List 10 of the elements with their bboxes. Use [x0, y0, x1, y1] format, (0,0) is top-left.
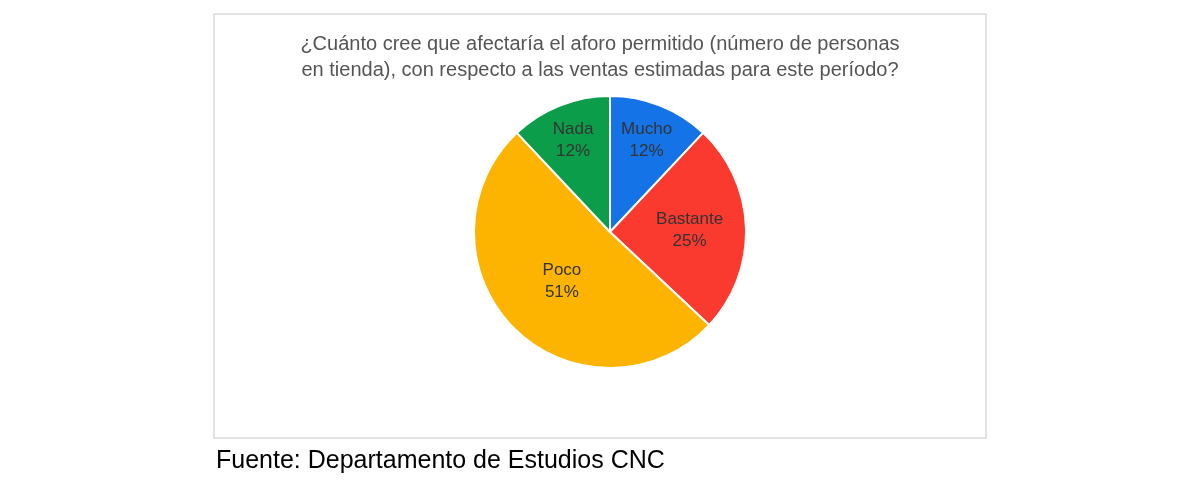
data-label: 51%: [544, 281, 579, 301]
slice-label: Bastante: [656, 208, 724, 228]
chart-title: ¿Cuánto cree que afectaría el aforo permitido (número de personas en tienda), con respecto a las ventas estimadas para este período?: [300, 32, 900, 80]
slice-label: Nada: [552, 119, 594, 139]
slice-label: Mucho: [621, 119, 673, 139]
slice-label: Poco: [542, 259, 582, 279]
data-label: 12%: [629, 141, 664, 161]
data-label: 12%: [556, 141, 591, 161]
data-label: 25%: [672, 231, 707, 251]
source-note: Fuente: Departamento de Estudios CNC: [216, 445, 665, 473]
